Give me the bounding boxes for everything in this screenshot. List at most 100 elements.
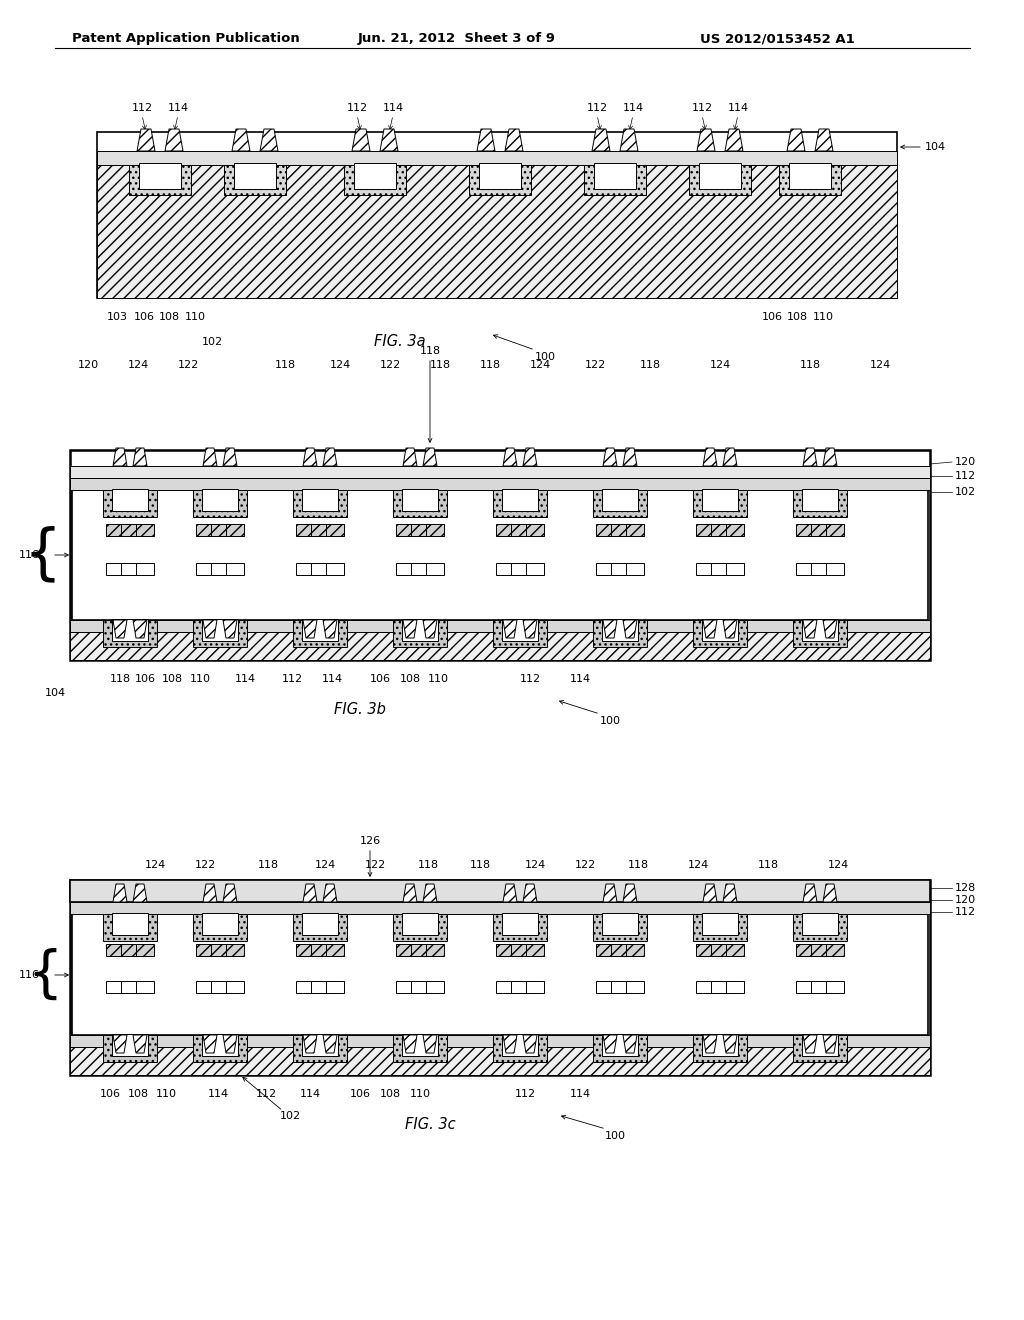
Bar — [411, 524, 429, 536]
Bar — [496, 562, 514, 574]
Bar — [426, 524, 444, 536]
Bar — [72, 490, 928, 620]
Polygon shape — [703, 1035, 717, 1053]
Bar — [211, 562, 229, 574]
Bar — [796, 944, 814, 957]
Polygon shape — [403, 447, 417, 466]
Bar — [396, 524, 414, 536]
Polygon shape — [223, 884, 237, 902]
Bar — [97, 150, 897, 165]
Polygon shape — [293, 620, 347, 647]
Text: 122: 122 — [177, 360, 199, 370]
Bar — [72, 913, 928, 1035]
Polygon shape — [393, 913, 447, 941]
Bar — [136, 944, 154, 957]
Polygon shape — [232, 129, 250, 150]
Text: FIG. 3c: FIG. 3c — [404, 1117, 456, 1133]
Text: 110: 110 — [813, 312, 834, 322]
Polygon shape — [193, 620, 247, 647]
Polygon shape — [725, 129, 743, 150]
Bar — [596, 981, 614, 993]
Bar — [70, 880, 930, 902]
Bar — [296, 524, 314, 536]
Text: 102: 102 — [202, 337, 222, 347]
Text: 118: 118 — [429, 360, 451, 370]
Text: 112: 112 — [955, 907, 976, 917]
Bar — [711, 524, 729, 536]
Bar — [196, 981, 214, 993]
Bar — [396, 944, 414, 957]
Text: 103: 103 — [106, 312, 128, 322]
Text: 112: 112 — [282, 675, 302, 684]
Polygon shape — [803, 620, 817, 638]
Polygon shape — [493, 913, 547, 941]
Bar — [311, 562, 329, 574]
Polygon shape — [623, 620, 637, 638]
Text: Jun. 21, 2012  Sheet 3 of 9: Jun. 21, 2012 Sheet 3 of 9 — [358, 32, 556, 45]
Bar — [496, 981, 514, 993]
Polygon shape — [193, 490, 247, 517]
Polygon shape — [802, 913, 838, 935]
Text: 116: 116 — [19, 550, 40, 560]
Polygon shape — [702, 619, 738, 642]
Bar — [211, 524, 229, 536]
Text: 112: 112 — [131, 103, 153, 114]
Polygon shape — [793, 913, 847, 941]
Polygon shape — [403, 620, 417, 638]
Text: 114: 114 — [382, 103, 403, 114]
Polygon shape — [133, 447, 147, 466]
Bar — [811, 944, 829, 957]
Polygon shape — [793, 620, 847, 647]
Bar — [121, 524, 139, 536]
Polygon shape — [602, 488, 638, 511]
Text: 114: 114 — [322, 675, 343, 684]
Bar — [226, 562, 244, 574]
Text: 118: 118 — [274, 360, 296, 370]
Polygon shape — [202, 619, 238, 642]
Bar — [596, 944, 614, 957]
Polygon shape — [502, 1034, 538, 1056]
Text: 102: 102 — [280, 1111, 301, 1121]
Bar — [526, 944, 544, 957]
Bar — [526, 562, 544, 574]
Polygon shape — [344, 165, 406, 195]
Bar — [70, 902, 930, 913]
Text: 104: 104 — [45, 688, 66, 698]
Polygon shape — [202, 913, 238, 935]
Text: 118: 118 — [479, 360, 501, 370]
Text: 128: 128 — [955, 883, 976, 894]
Bar — [396, 981, 414, 993]
Polygon shape — [505, 129, 523, 150]
Bar — [696, 944, 714, 957]
Bar — [411, 562, 429, 574]
Polygon shape — [393, 490, 447, 517]
Bar — [526, 981, 544, 993]
Bar — [226, 944, 244, 957]
Bar — [726, 562, 744, 574]
Polygon shape — [260, 129, 278, 150]
Text: 108: 108 — [159, 312, 180, 322]
Bar — [626, 981, 644, 993]
Polygon shape — [503, 620, 517, 638]
Text: 114: 114 — [569, 1089, 591, 1100]
Polygon shape — [293, 490, 347, 517]
Bar — [196, 524, 214, 536]
Text: 124: 124 — [827, 861, 849, 870]
Polygon shape — [723, 447, 737, 466]
Bar — [226, 524, 244, 536]
Polygon shape — [323, 1035, 337, 1053]
Bar — [426, 944, 444, 957]
Polygon shape — [203, 447, 217, 466]
Polygon shape — [723, 620, 737, 638]
Polygon shape — [787, 129, 805, 150]
Bar — [296, 562, 314, 574]
Polygon shape — [502, 619, 538, 642]
Polygon shape — [523, 884, 537, 902]
Polygon shape — [302, 488, 338, 511]
Bar — [106, 524, 124, 536]
Text: 122: 122 — [379, 360, 400, 370]
Polygon shape — [112, 1034, 148, 1056]
Polygon shape — [503, 884, 517, 902]
Polygon shape — [133, 620, 147, 638]
Polygon shape — [693, 490, 746, 517]
